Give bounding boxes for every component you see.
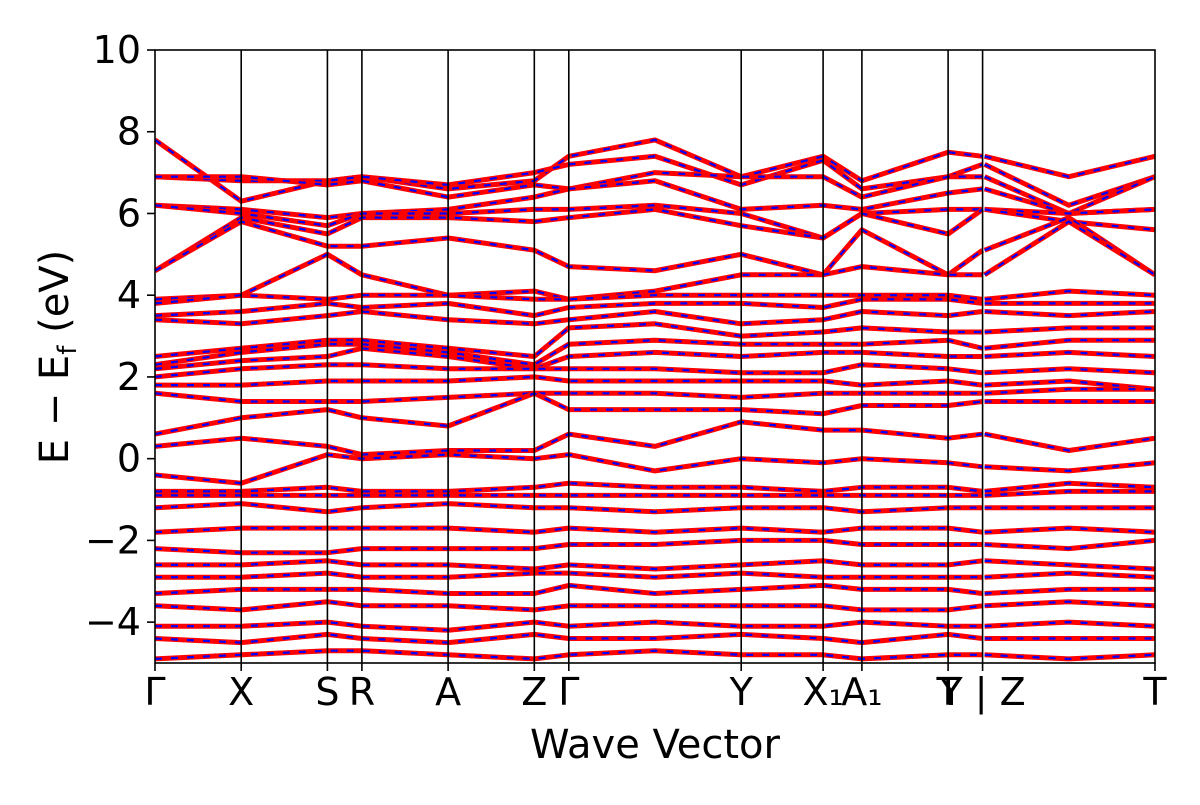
band-line-blue <box>984 289 1155 301</box>
x-tick-label: S <box>315 670 339 714</box>
band-line-blue <box>984 339 1155 350</box>
y-tick-label: 4 <box>117 273 141 317</box>
x-tick-label: Γ <box>558 670 579 714</box>
x-tick-label: R <box>349 670 375 714</box>
y-tick-label: 8 <box>117 110 141 154</box>
y-tick-label: 10 <box>93 28 141 72</box>
band-line-blue <box>984 526 1155 534</box>
band-line-blue <box>984 208 1155 215</box>
y-axis-title-main: E − E <box>32 355 78 465</box>
band-line-blue <box>984 482 1155 493</box>
x-tick-label: A <box>435 670 461 714</box>
x-tick-label: Y | Z <box>938 670 1025 715</box>
band-line-blue <box>984 600 1155 607</box>
band-line-blue <box>984 310 1155 317</box>
y-axis-title-sub: f <box>53 345 83 355</box>
y-axis-ticks: −4 −2 0 2 4 6 8 10 <box>85 28 155 644</box>
band-line-blue <box>984 155 1155 178</box>
x-tick-label: A₁ <box>841 670 882 714</box>
y-tick-label: 0 <box>117 437 141 481</box>
plot-frame <box>154 49 1156 664</box>
band-line-blue <box>984 326 1155 334</box>
x-tick-label: Γ <box>144 670 165 714</box>
x-tick-label: X₁ <box>802 670 843 714</box>
x-tick-label: T <box>1142 670 1167 714</box>
x-tick-label: Y <box>729 670 754 714</box>
y-tick-label: 2 <box>117 355 141 399</box>
y-tick-label: −2 <box>85 518 141 562</box>
band-line-blue <box>984 379 1155 391</box>
band-line-blue <box>984 539 1155 550</box>
band-line-blue <box>984 653 1155 661</box>
band-line-blue <box>984 351 1155 358</box>
x-axis-title: Wave Vector <box>530 722 781 768</box>
band-line-blue <box>984 490 1155 497</box>
y-tick-label: 6 <box>117 191 141 235</box>
high-symmetry-lines <box>240 50 984 663</box>
x-tick-label: X <box>228 670 254 714</box>
band-line-blue <box>984 620 1155 628</box>
y-tick-label: −4 <box>85 600 141 644</box>
band-line-blue <box>984 220 1155 276</box>
band-line-blue <box>984 571 1155 579</box>
x-tick-label: Z <box>521 670 547 714</box>
band-line-blue <box>984 461 1155 473</box>
x-tick-label: T <box>935 670 960 714</box>
band-line-red <box>983 162 1155 208</box>
band-line-blue <box>984 367 1155 374</box>
y-axis-title: E − Ef (eV) <box>32 250 83 465</box>
y-axis-title-unit: (eV) <box>32 250 78 346</box>
band-line-blue <box>984 388 1155 395</box>
band-line-blue <box>984 559 1155 571</box>
band-line-blue <box>984 588 1155 595</box>
band-line-blue <box>984 433 1155 452</box>
